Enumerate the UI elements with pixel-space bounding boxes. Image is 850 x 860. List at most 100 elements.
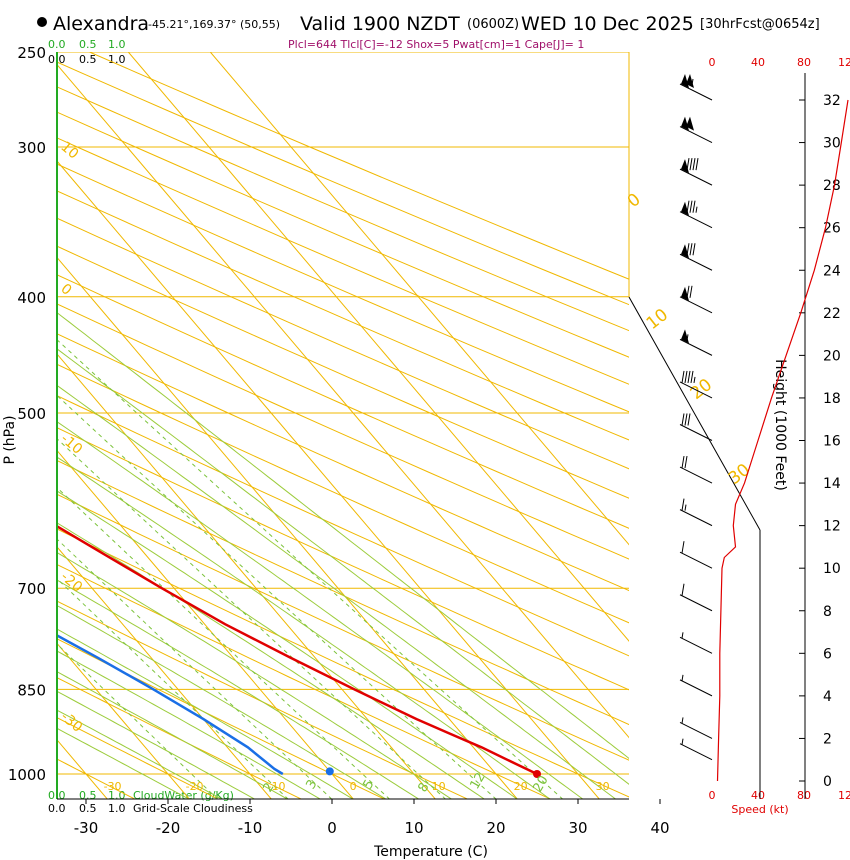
location-title: Alexandra — [53, 13, 149, 35]
height-tick-label: 12 — [823, 519, 841, 535]
cloudiness-bottom-tick-1: 0.5 — [79, 802, 97, 815]
cloudiness-label: Grid-Scale Cloudiness — [133, 802, 253, 815]
curve-layer — [57, 524, 541, 778]
cloudiness-top-tick-1: 0.5 — [79, 53, 97, 66]
p-tick-label: 400 — [17, 289, 46, 307]
moist-adiabat-line — [57, 421, 584, 799]
height-tick-label: 6 — [823, 646, 832, 662]
cloudiness-bottom-tick-2: 1.0 — [108, 802, 126, 815]
wind-barb — [679, 158, 713, 186]
height-tick-label: 8 — [823, 604, 832, 620]
moist-adiabat-line — [57, 348, 629, 785]
isotherm-line — [57, 160, 600, 799]
dry-adiabat-line — [57, 459, 629, 726]
cloudwater-label: CloudWater (g/Kg) — [133, 789, 234, 802]
left-isotherm-label: 0 — [57, 281, 74, 299]
x-tick-label: 20 — [486, 819, 505, 837]
height-tick-label: 24 — [823, 263, 841, 279]
location-dot — [37, 17, 47, 27]
height-tick-label: 4 — [823, 689, 832, 705]
isotherm-line — [57, 546, 272, 799]
wind-barb — [679, 74, 713, 101]
moist-adiabat-line — [57, 709, 223, 799]
speed-bottom-tick-0: 0 — [709, 789, 716, 802]
moist-adiabat-line — [57, 650, 322, 799]
mixing-ratio-label: 3 — [303, 777, 320, 792]
wind-barb — [679, 116, 713, 144]
speed-bottom-tick-1: 40 — [751, 789, 765, 802]
isotherm-line — [57, 256, 518, 799]
dry-adiabat-line — [57, 638, 386, 799]
height-tick-label: 20 — [823, 348, 841, 364]
isotherm-label: -30 — [104, 780, 122, 793]
wind-barb — [679, 541, 713, 569]
mixing-ratio-line — [57, 643, 219, 799]
moist-adiabat-line — [57, 552, 453, 799]
height-tick-label: 28 — [823, 178, 841, 194]
p-tick-label: 250 — [17, 44, 46, 62]
wind-barb — [679, 674, 713, 697]
wind-layer — [679, 74, 849, 782]
wind-barb — [679, 370, 713, 399]
x-tick-label: 0 — [327, 819, 337, 837]
height-axis-title: Height (1000 Feet) — [772, 359, 788, 491]
valid-date: WED 10 Dec 2025 — [521, 13, 694, 35]
wind-barb — [679, 243, 713, 271]
wind-barb — [679, 329, 713, 356]
dry-adiabat-line — [57, 163, 629, 413]
dry-adiabat-label: 0 — [624, 190, 645, 212]
wind-speed-profile — [716, 99, 849, 782]
dry-adiabat-line — [57, 717, 219, 799]
isotherm-label: 10 — [432, 780, 446, 793]
speed-bottom-tick-2: 80 — [797, 789, 811, 802]
dry-adiabat-label: 30 — [725, 460, 754, 489]
temperature-profile — [57, 524, 538, 776]
left-isotherm-label: 10 — [57, 139, 81, 163]
speed-bottom-tick-3: 12 — [838, 789, 850, 802]
moist-adiabat-line — [57, 671, 289, 799]
dry-adiabat-line — [57, 111, 629, 358]
dry-adiabat-line — [57, 217, 629, 470]
surface-point-t — [533, 770, 541, 778]
x-tick-label: -20 — [156, 819, 181, 837]
cloudwater-top-tick-2: 1.0 — [108, 38, 126, 51]
surface-point-td — [325, 767, 334, 776]
x-tick-label: -10 — [238, 819, 263, 837]
isotherm-line — [57, 353, 436, 799]
isotherm-line — [57, 642, 190, 799]
dry-adiabat-line — [57, 563, 552, 799]
moist-adiabat-line — [57, 311, 629, 760]
x-axis-title: Temperature (C) — [373, 844, 488, 860]
speed-top-tick-2: 80 — [797, 56, 811, 69]
dry-adiabat-line — [57, 333, 629, 592]
grid-layer — [57, 52, 629, 799]
p-tick-label: 700 — [17, 580, 46, 598]
isotherm-label: -10 — [268, 780, 286, 793]
dry-adiabat-line — [57, 274, 629, 529]
isotherm-line — [57, 63, 629, 739]
dry-adiabat-line — [57, 600, 469, 799]
valid-time: Valid 1900 NZDT — [300, 13, 460, 35]
moist-adiabat-line — [57, 490, 518, 799]
cloudiness-bottom-tick-0: 0.0 — [48, 802, 66, 815]
dry-adiabat-line — [57, 677, 303, 799]
cloudwater-bottom-tick-1: 0.5 — [79, 789, 97, 802]
wind-boundary-line — [628, 296, 761, 531]
wind-barb — [679, 583, 713, 612]
dry-adiabat-line — [57, 493, 629, 761]
height-tick-label: 32 — [823, 93, 841, 109]
p-tick-label: 1000 — [8, 766, 46, 784]
speed-top-tick-1: 40 — [751, 56, 765, 69]
forecast-label: [30hrFcst@0654z] — [700, 17, 820, 32]
left-isotherm-label: -20 — [57, 569, 85, 596]
x-tick-label: 30 — [568, 819, 587, 837]
speed-top-tick-3: 12 — [838, 56, 850, 69]
dry-adiabat-line — [57, 245, 629, 499]
moist-adiabat-line — [57, 384, 617, 799]
wind-barb — [679, 717, 713, 739]
cloudwater-top-tick-1: 0.5 — [79, 38, 97, 51]
params-line: Plcl=644 Tlcl[C]=-12 Shox=5 Pwat[cm]=1 C… — [288, 38, 584, 51]
dry-adiabat-line — [89, 52, 629, 280]
isotherm-label: 30 — [596, 780, 610, 793]
